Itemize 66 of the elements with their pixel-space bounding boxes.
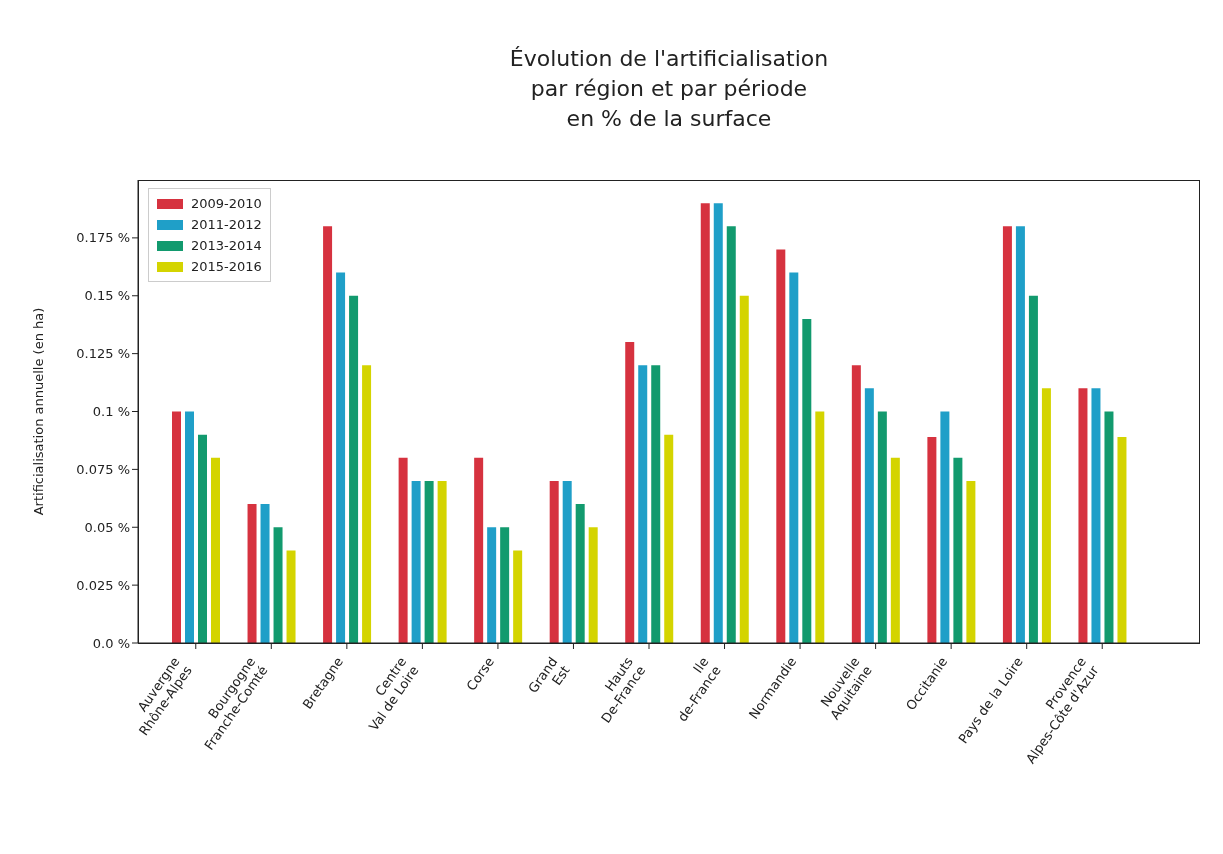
bar: [185, 411, 194, 643]
bar: [700, 203, 710, 643]
bar: [739, 295, 749, 643]
bar: [336, 272, 346, 643]
y-tick-label: 0.025 %: [76, 577, 130, 593]
bar: [362, 365, 372, 643]
bar: [966, 480, 976, 643]
legend-label: 2013-2014: [191, 237, 262, 255]
bar: [247, 504, 257, 643]
bar: [172, 411, 181, 643]
y-tick-label: 0.15 %: [84, 288, 130, 304]
legend-label: 2011-2012: [191, 216, 262, 234]
bar: [1041, 388, 1051, 643]
y-tick-label: 0.075 %: [76, 461, 130, 477]
bar: [940, 411, 950, 643]
bar: [638, 365, 648, 643]
bar: [260, 504, 270, 643]
bar: [953, 457, 963, 643]
bar: [1002, 226, 1012, 643]
bar: [789, 272, 799, 643]
bar: [1117, 436, 1127, 643]
bar: [890, 457, 900, 643]
bar: [198, 434, 207, 643]
bar: [424, 480, 434, 643]
bar: [726, 226, 736, 643]
bar: [1104, 411, 1114, 643]
bar: [651, 365, 661, 643]
bar: [1091, 388, 1101, 643]
bar: [411, 480, 421, 643]
bar: [575, 504, 585, 643]
bar: [323, 226, 333, 643]
bar: [500, 527, 510, 643]
bar: [815, 411, 825, 643]
bar: [625, 342, 635, 643]
legend-label: 2015-2016: [191, 258, 262, 276]
bar: [1078, 388, 1088, 643]
y-axis-title: Artificialisation annuelle (en ha): [30, 307, 46, 516]
bar: [487, 527, 497, 643]
bar: [513, 550, 523, 643]
bar: [1028, 295, 1038, 643]
bar: [286, 550, 296, 643]
bar: [349, 295, 359, 643]
bar: [211, 457, 220, 643]
bar: [877, 411, 887, 643]
bar: [474, 457, 484, 643]
bar: [713, 203, 723, 643]
bar: [802, 318, 812, 643]
bar: [664, 434, 674, 643]
y-tick-label: 0.0 %: [92, 635, 130, 651]
y-tick-label: 0.05 %: [84, 519, 130, 535]
y-tick-label: 0.175 %: [76, 230, 130, 246]
bar: [588, 527, 598, 643]
bar: [851, 365, 861, 643]
bar: [1015, 226, 1025, 643]
y-tick-label: 0.125 %: [76, 346, 130, 362]
legend-label: 2009-2010: [191, 195, 262, 213]
y-tick-label: 0.1 %: [92, 404, 130, 420]
bar: [864, 388, 874, 643]
bar: [437, 480, 447, 643]
bar: [776, 249, 786, 643]
bar: [927, 436, 937, 643]
bar: [562, 480, 572, 643]
chart-title: Évolution de l'artificialisation par région et par période en % de la surface: [508, 45, 830, 133]
bar: [273, 527, 283, 643]
bar: [398, 457, 408, 643]
bar: [549, 480, 559, 643]
